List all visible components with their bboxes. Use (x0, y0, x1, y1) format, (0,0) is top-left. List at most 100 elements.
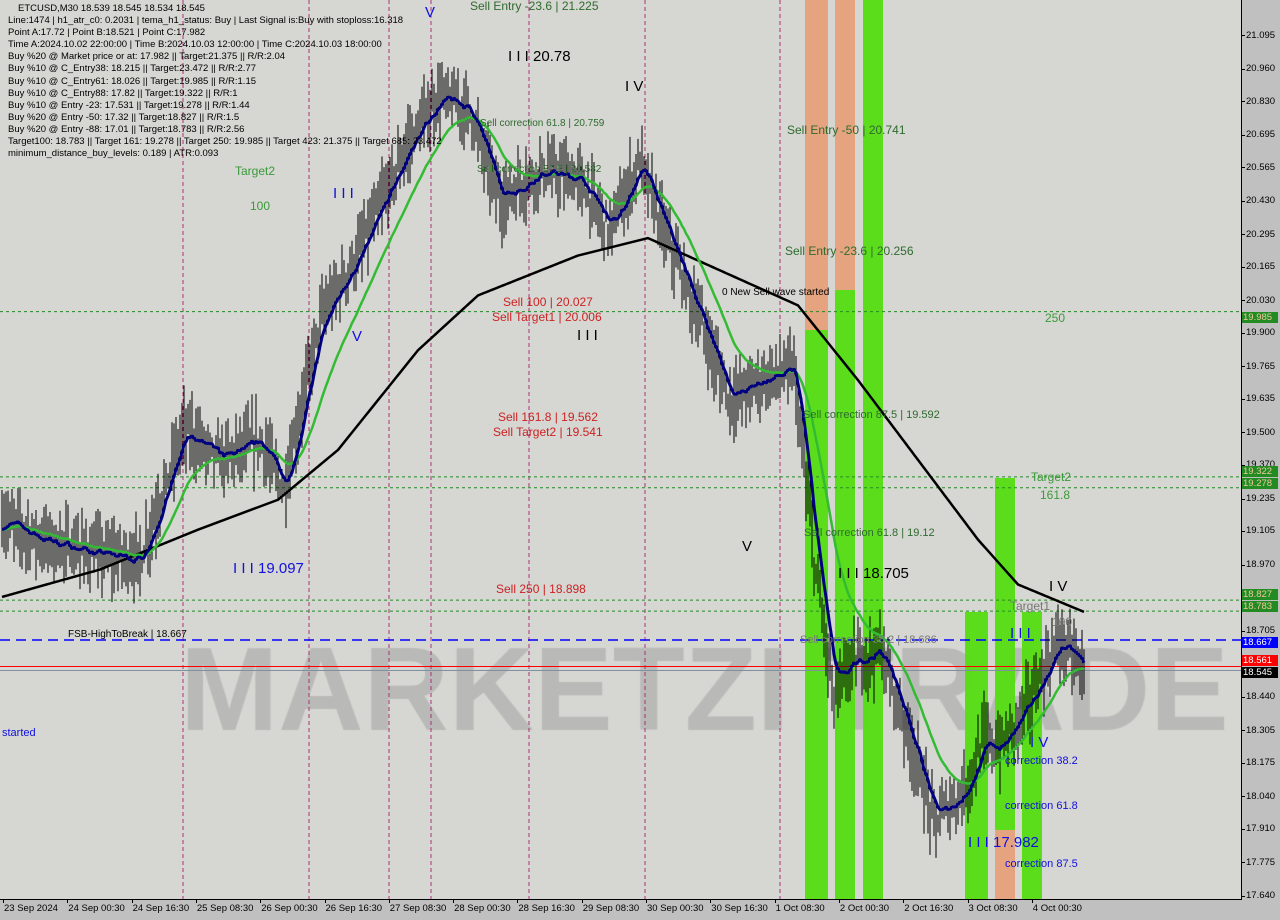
time-tick (838, 899, 840, 903)
info-line: Point A:17.72 | Point B:18.521 | Point C… (8, 27, 206, 39)
annotation: 250 (1045, 311, 1066, 325)
sell-zone-bar (835, 0, 855, 290)
annotation: Sell Target2 | 19.541 (493, 425, 603, 439)
time-tick (260, 899, 262, 903)
annotation: Sell Target1 | 20.006 (492, 310, 602, 324)
price-tick (1241, 300, 1245, 302)
annotation: I I I 18.705 (838, 565, 909, 582)
annotation: Sell 100 | 20.027 (503, 295, 593, 309)
info-line: Buy %20 @ Market price or at: 17.982 || … (8, 51, 286, 63)
annotation: correction 38.2 (1005, 755, 1078, 767)
annotation: Target2 (235, 164, 276, 178)
price-tick-label: 20.960 (1246, 63, 1276, 75)
annotation: V (425, 4, 436, 21)
annotation: Target1 (1010, 599, 1051, 613)
price-tick (1241, 398, 1245, 400)
price-tick (1241, 762, 1245, 764)
annotation: Sell Entry -23.6 | 21.225 (470, 0, 599, 13)
price-tick-label: 20.565 (1246, 161, 1276, 173)
annotation: 161.8 (1040, 488, 1071, 502)
time-tick (646, 899, 647, 903)
annotation: I I I (577, 327, 598, 344)
annotation: I V (625, 78, 644, 95)
time-tick-label: 29 Sep 08:30 (582, 903, 640, 914)
price-tick-label: 18.705 (1246, 625, 1276, 637)
time-tick-label: 26 Sep 00:30 (261, 903, 318, 914)
price-tick-label: 20.030 (1246, 294, 1276, 306)
time-tick (131, 899, 133, 903)
time-tick-label: 28 Sep 16:30 (518, 903, 575, 914)
annotation: I I I 20.78 (508, 48, 571, 65)
price-tick-label: 20.830 (1246, 95, 1276, 107)
info-line: Target100: 18.783 || Target 161: 19.278 … (8, 136, 442, 148)
time-tick (967, 899, 969, 903)
annotation: correction 61.8 (1005, 800, 1078, 812)
price-tick-label: 18.175 (1246, 757, 1276, 769)
annotation: Sell Entry -50 | 20.741 (787, 123, 906, 137)
price-tick (1241, 464, 1245, 466)
annotation: I I I (333, 185, 354, 202)
info-line: Buy %20 @ Entry -88: 17.01 || Target:18.… (8, 123, 245, 135)
price-tick (1241, 68, 1245, 70)
price-tick (1241, 332, 1245, 334)
annotation: I I I 19.097 (233, 560, 304, 577)
annotation: Sell Entry -23.6 | 20.256 (785, 244, 914, 258)
chart-plot-area[interactable]: ETCUSD,M30 18.539 18.545 18.534 18.545 L… (0, 0, 1242, 900)
annotation: Sell correction 61.8 | 20.759 (480, 118, 605, 129)
price-tick-label: 20.430 (1246, 195, 1276, 207)
price-tick-label: 19.370 (1246, 459, 1276, 471)
fast-moving-average (1, 95, 1086, 812)
price-tick (1241, 828, 1245, 830)
price-tick (1241, 630, 1245, 632)
time-tick (517, 899, 519, 903)
price-tick (1241, 564, 1245, 566)
time-tick-label: 4 Oct 00:30 (1032, 903, 1082, 914)
price-tick-label: 20.165 (1246, 261, 1276, 273)
price-tick (1241, 200, 1245, 202)
annotation: I V (1030, 734, 1049, 751)
price-tick (1241, 730, 1245, 732)
price-chart (0, 0, 1241, 899)
time-tick-label: 3 Oct 08:30 (968, 903, 1018, 914)
time-tick (903, 899, 905, 903)
time-tick-label: 25 Sep 08:30 (196, 903, 254, 914)
time-tick-label: 30 Sep 00:30 (647, 903, 704, 914)
price-level-label-target: 19.322 (1242, 466, 1278, 477)
sell-zone-bar (805, 0, 828, 330)
price-tick-label: 19.105 (1246, 525, 1276, 537)
time-tick (453, 899, 455, 903)
price-tick-label: 17.910 (1246, 823, 1276, 835)
time-tick (324, 899, 326, 903)
price-tick-label: 19.500 (1246, 426, 1276, 438)
annotation: Target2 (1031, 470, 1072, 484)
info-line: Line:1474 | h1_atr_c0: 0.2031 | tema_h1_… (8, 15, 404, 27)
price-tick-label: 21.095 (1246, 29, 1276, 41)
annotation: I V (1049, 578, 1068, 595)
price-tick-label: 18.305 (1246, 724, 1276, 736)
info-line: Buy %20 @ Entry -50: 17.32 || Target:18.… (8, 111, 240, 123)
annotation: V (352, 328, 363, 345)
time-tick (3, 899, 4, 903)
time-tick-label: 1 Oct 08:30 (775, 903, 825, 914)
time-tick-label: 26 Sep 16:30 (325, 903, 383, 914)
time-tick-label: 30 Sep 16:30 (711, 903, 768, 914)
time-tick-label: 23 Sep 2024 (4, 903, 58, 914)
price-tick (1241, 234, 1245, 236)
annotation: Sell correction 38.2 | 18.686 (800, 634, 937, 646)
annotation: V (742, 538, 753, 555)
price-tick (1241, 134, 1245, 136)
price-level-label-target: 19.278 (1242, 478, 1278, 489)
price-tick-label: 19.765 (1246, 360, 1276, 372)
info-line: Time A:2024.10.02 22:00:00 | Time B:2024… (8, 39, 382, 51)
info-line: Buy %10 @ C_Entry61: 18.026 || Target:19… (8, 75, 257, 87)
price-tick (1241, 432, 1245, 434)
annotation: 0 New Sell wave started (722, 287, 830, 298)
price-tick (1241, 696, 1245, 698)
price-level-label-target: 18.827 (1242, 589, 1278, 600)
info-line: Buy %10 @ Entry -23: 17.531 || Target:19… (8, 99, 250, 111)
price-tick (1241, 35, 1245, 36)
buy-zone-bar (835, 290, 855, 899)
price-level-label-target: 19.985 (1242, 312, 1278, 323)
annotation: 100 (250, 199, 271, 213)
price-tick (1241, 895, 1245, 897)
